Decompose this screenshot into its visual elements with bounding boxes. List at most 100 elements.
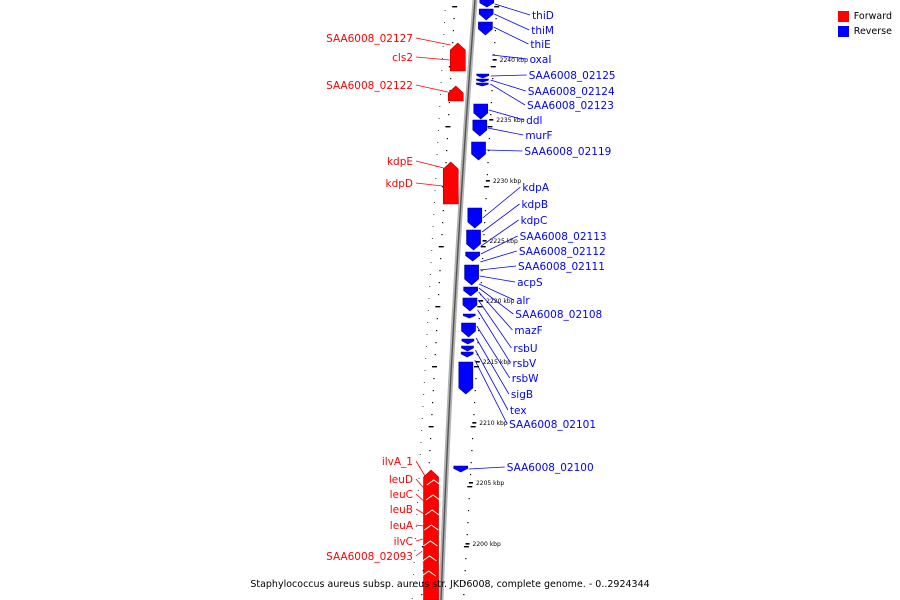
tick-dot — [443, 34, 445, 35]
tick-mark-right — [488, 150, 490, 152]
tick-mark-left — [450, 78, 452, 80]
reverse-gene-arrow — [472, 119, 488, 137]
leader-oxai — [491, 54, 528, 60]
tick-mark-right — [485, 198, 487, 200]
tick-mark-right — [484, 222, 486, 224]
tick-dot — [415, 526, 417, 527]
forward-gene-boundary — [422, 555, 437, 562]
gene-label-saa6008-02112: SAA6008_02112 — [519, 246, 606, 258]
gene-label-saa6008-02111: SAA6008_02111 — [518, 261, 605, 273]
leader-kdpc — [480, 219, 519, 247]
tick-mark-left — [453, 18, 455, 20]
tick-mark-right — [494, 6, 500, 8]
tick-dot — [428, 298, 430, 299]
tick-dot — [444, 10, 446, 11]
forward-gene-arrow — [450, 42, 466, 72]
tick-mark-left — [428, 426, 434, 428]
forward-swatch — [837, 11, 849, 22]
leader-acps — [479, 275, 516, 283]
tick-mark-right — [477, 306, 483, 308]
forward-gene-boundary — [426, 479, 442, 486]
tick-dot — [416, 514, 418, 515]
tick-mark-left — [452, 30, 455, 32]
tick-mark-left — [422, 570, 424, 572]
tick-dot — [443, 22, 445, 23]
tick-dot — [441, 70, 443, 71]
gene-label-saa6008-02125: SAA6008_02125 — [529, 70, 616, 82]
tick-dot — [417, 502, 419, 503]
gene-label-rsbw: rsbW — [512, 373, 539, 385]
tick-dot — [422, 406, 424, 407]
tick-dot — [429, 274, 431, 275]
tick-dash — [479, 300, 484, 302]
forward-gene-arrow — [442, 161, 459, 205]
leader-mazf — [478, 291, 513, 331]
leader-saa6008-02111 — [479, 265, 517, 271]
reverse-gene-arrow — [463, 313, 476, 319]
gene-label-saa6008-02100: SAA6008_02100 — [507, 462, 594, 474]
reverse-gene-arrow — [479, 0, 495, 8]
tick-dot — [425, 358, 427, 359]
reverse-gene-arrow — [473, 103, 489, 120]
tick-mark-right — [467, 486, 473, 488]
tick-dot — [414, 550, 416, 551]
tick-mark-left — [438, 246, 444, 248]
reverse-gene-arrow — [458, 361, 474, 395]
gene-label-kdpa: kdpA — [522, 182, 549, 194]
tick-dot — [427, 322, 429, 323]
leader-thid — [494, 3, 531, 16]
tick-mark-right — [471, 438, 474, 440]
tick-mark-left — [421, 582, 424, 584]
leader-ddl — [488, 109, 525, 121]
leader-saa6008-02123 — [490, 83, 526, 106]
tick-dash — [492, 59, 497, 61]
leader-rsbu — [477, 299, 512, 349]
tick-mark-right — [487, 162, 489, 164]
tick-mark-right — [494, 30, 497, 32]
tick-mark-right — [467, 510, 470, 512]
leader-saa6008-02119 — [486, 149, 523, 152]
tick-dot — [413, 574, 415, 575]
gene-label-rsbv: rsbV — [513, 358, 537, 370]
tick-mark-right — [474, 390, 476, 392]
tick-mark-right — [470, 462, 472, 464]
reverse-gene-arrow — [463, 286, 478, 297]
leader-ilva-1 — [415, 460, 427, 479]
tick-mark-left — [436, 318, 438, 320]
tick-mark-right — [487, 126, 493, 128]
tick-dot — [418, 478, 420, 479]
tick-mark-left — [442, 222, 444, 224]
leader-saa6008-02124 — [490, 79, 526, 92]
tick-dot — [439, 94, 441, 95]
tick-mark-right — [464, 570, 466, 572]
reverse-swatch — [837, 26, 849, 37]
leader-saa6008-02101 — [474, 359, 508, 425]
tick-dot — [419, 454, 421, 455]
tick-mark-right — [478, 318, 480, 320]
strand-legend: Forward Reverse — [837, 9, 892, 39]
gene-label-leub: leuB — [390, 504, 413, 516]
leader-kdpb — [481, 203, 520, 233]
leader-saa6008-02122 — [415, 84, 448, 93]
leader-kdpe — [415, 160, 444, 169]
tick-dash — [468, 482, 473, 484]
tick-mark-right — [484, 210, 486, 212]
tick-mark-right — [495, 18, 497, 20]
forward-gene-boundary — [425, 494, 441, 501]
leader-sigb — [475, 337, 510, 395]
tick-mark-right — [486, 174, 488, 176]
tick-label: 2230 kbp — [493, 178, 521, 185]
tick-dash — [482, 240, 487, 242]
tick-mark-left — [448, 102, 450, 104]
tick-mark-left — [445, 126, 451, 128]
tick-dot — [437, 142, 439, 143]
leader-saa6008-02112 — [480, 250, 517, 263]
tick-mark-left — [439, 270, 441, 272]
legend-reverse-label: Reverse — [853, 26, 892, 37]
leader-rsbw — [476, 325, 511, 379]
legend-forward-row: Forward — [837, 9, 892, 24]
reverse-gene-arrow — [462, 297, 478, 312]
tick-dot — [420, 442, 422, 443]
tick-dot — [441, 58, 443, 59]
